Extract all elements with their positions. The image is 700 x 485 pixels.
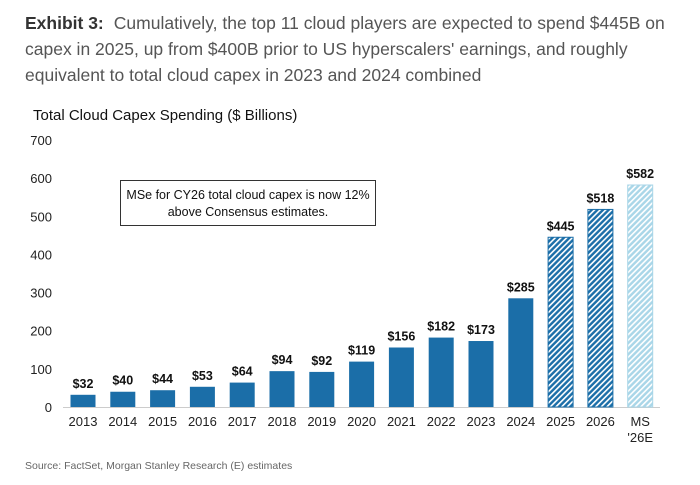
bar-2020 [349,361,375,407]
x-tick-label: 2013 [69,414,98,429]
y-tick-label: 600 [30,171,52,186]
x-tick-label: 2025 [546,414,575,429]
bar-ms-26e [627,184,654,408]
data-label: $92 [311,354,332,368]
x-tick-label: MS [630,414,650,429]
bar-2017 [229,382,255,407]
x-tick-label: '26E [627,430,653,445]
x-tick-label: 2021 [387,414,416,429]
annotation-box: MSe for CY26 total cloud capex is now 12… [120,180,376,226]
data-label: $94 [272,353,293,367]
x-tick-label: 2019 [307,414,336,429]
bar-2014 [110,391,136,407]
data-label: $156 [387,329,415,343]
bar-2013 [70,394,96,407]
x-tick-label: 2022 [427,414,456,429]
x-tick-label: 2018 [268,414,297,429]
bar-2019 [309,371,335,407]
bar-2022 [428,337,454,407]
bar-2026 [587,208,614,408]
exhibit-text: Cumulatively, the top 11 cloud players a… [25,13,665,85]
y-tick-label: 400 [30,247,52,262]
data-label: $582 [626,167,654,181]
data-label: $285 [507,280,535,294]
y-tick-label: 100 [30,362,52,377]
bar-2015 [150,390,176,407]
data-label: $40 [112,374,133,388]
x-tick-label: 2016 [188,414,217,429]
bar-2024 [508,298,534,407]
data-label: $182 [427,320,455,334]
y-tick-label: 200 [30,324,52,339]
x-tick-label: 2026 [586,414,615,429]
y-tick-label: 300 [30,286,52,301]
x-tick-label: 2017 [228,414,257,429]
bar-2025 [547,236,574,408]
bar-2018 [269,371,295,407]
source-note: Source: FactSet, Morgan Stanley Research… [25,460,293,472]
data-label: $445 [547,219,575,233]
bar-2023 [468,341,494,407]
exhibit-header: Exhibit 3: Cumulatively, the top 11 cloud… [25,10,685,88]
data-label: $173 [467,323,495,337]
x-tick-label: 2015 [148,414,177,429]
x-tick-label: 2020 [347,414,376,429]
x-tick-label: 2024 [506,414,535,429]
bar-2021 [388,347,414,407]
data-label: $119 [348,344,375,358]
x-tick-label: 2023 [467,414,496,429]
y-tick-label: 700 [30,133,52,148]
bar-2016 [189,386,215,407]
y-tick-label: 500 [30,209,52,224]
x-tick-label: 2014 [108,414,137,429]
data-label: $518 [586,191,614,205]
exhibit-label: Exhibit 3: [25,13,104,33]
y-tick-label: 0 [45,400,52,415]
data-label: $53 [192,369,213,383]
data-label: $64 [232,365,253,379]
data-label: $44 [152,372,173,386]
data-label: $32 [73,377,94,391]
chart-title: Total Cloud Capex Spending ($ Billions) [33,107,298,124]
